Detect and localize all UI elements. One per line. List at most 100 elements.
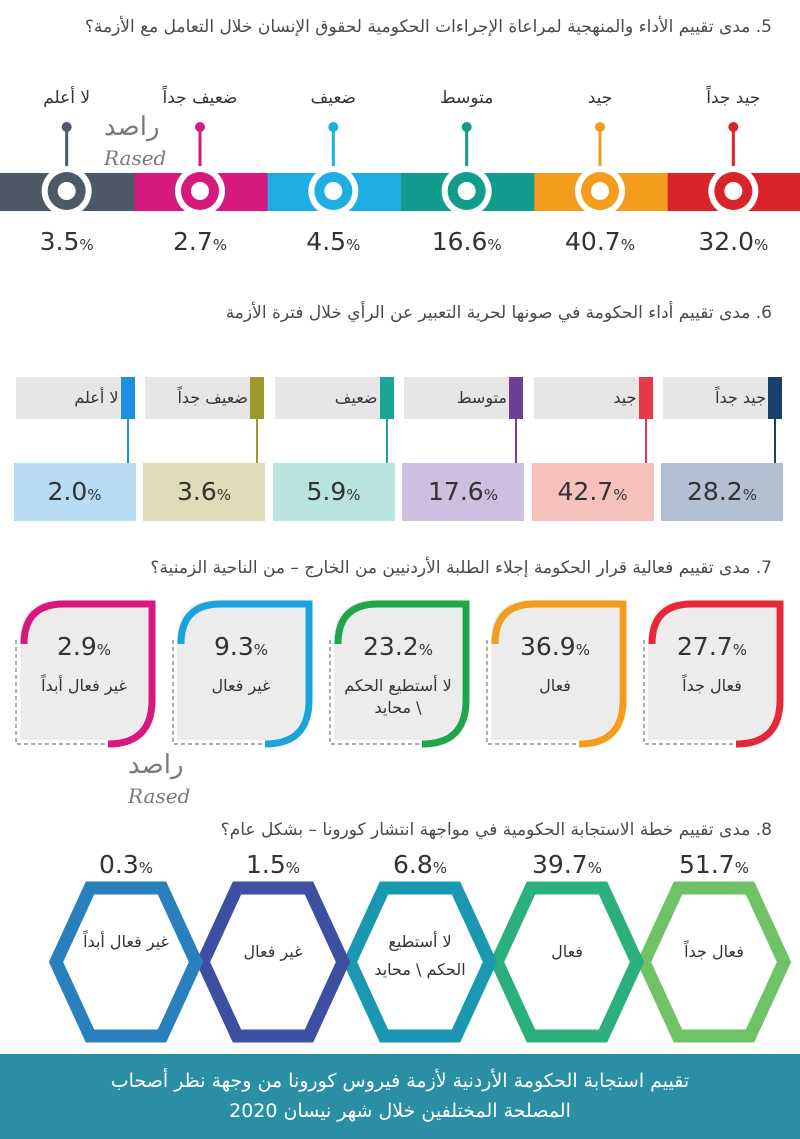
percent-sign: % — [487, 236, 502, 254]
q7-card — [177, 600, 305, 740]
q5-ring-inner — [457, 182, 476, 200]
q7-colored-border — [20, 600, 156, 748]
percent-sign: % — [754, 236, 769, 254]
q8-label: غير فعال — [243, 942, 303, 961]
percent-sign: % — [79, 236, 94, 254]
q7-card — [648, 600, 776, 740]
percent-sign: % — [620, 236, 635, 254]
q5-dot — [61, 122, 72, 132]
rased-watermark-arabic-2: راصد — [128, 750, 184, 780]
q5-ring-inner — [724, 182, 743, 200]
q5-label: جيد جداً — [706, 88, 761, 108]
percent-sign: % — [418, 641, 433, 659]
q6-connector-line — [774, 419, 776, 464]
footer-line-2: المصلحة المختلفين خلال شهر نيسان 2020 — [229, 1100, 571, 1122]
q5-value: 2.7% — [172, 227, 227, 256]
q6-color-tag — [120, 377, 135, 419]
q5-value: 40.7% — [565, 227, 635, 256]
q8-value: 1.5% — [245, 850, 301, 879]
q7-colored-border — [648, 600, 784, 748]
q7-label: غير فعال — [211, 676, 271, 695]
q6-value-box: 42.7% — [531, 463, 654, 521]
q8-value: 0.3% — [98, 850, 154, 879]
percent-sign: % — [732, 641, 747, 659]
q5-value: 16.6% — [431, 227, 502, 256]
percent-sign: % — [87, 486, 102, 504]
q6-label-box: جيد — [533, 377, 649, 419]
percent-sign: % — [346, 486, 361, 504]
q6-label-box: ضعيف — [274, 377, 390, 419]
q6-label-box: ضعيف جداً — [145, 377, 260, 419]
q6-title: 6. مدى تقييم أداء الحكومة في صونها لحرية… — [225, 303, 772, 323]
q8-value: 39.7% — [532, 850, 602, 879]
q7-label: فعال جداً — [682, 676, 742, 695]
q6-value-box: 28.2% — [661, 463, 783, 521]
rased-watermark-arabic: راصد — [104, 112, 160, 142]
percent-sign: % — [285, 859, 301, 877]
q6-value-box: 2.0% — [13, 463, 136, 521]
q5-value: 4.5% — [306, 227, 361, 256]
q5-label: ضعيف — [310, 88, 356, 108]
q5-dot — [328, 122, 339, 132]
q5-dot — [461, 122, 472, 132]
q8-hexagon — [48, 881, 204, 1043]
q5-label: متوسط — [439, 88, 494, 108]
q5-label: جيد — [587, 88, 613, 108]
q7-value: 27.7% — [677, 632, 747, 661]
q8-value: 51.7% — [679, 850, 749, 879]
q7-colored-border — [334, 600, 470, 748]
q5-value: 3.5% — [39, 227, 94, 256]
q5-label: لا أعلم — [43, 88, 91, 108]
footer-line-1: تقييم استجابة الحكومة الأردنية لأزمة فير… — [110, 1070, 690, 1092]
q7-value: 9.3% — [213, 632, 269, 661]
q7-card — [334, 600, 462, 740]
percent-sign: % — [613, 486, 628, 504]
q5-ring-inner — [191, 182, 209, 200]
q6-value-box: 3.6% — [143, 463, 265, 521]
q6-value-box: 17.6% — [402, 463, 524, 521]
q7-card — [20, 600, 148, 740]
q7-value: 36.9% — [520, 632, 590, 661]
q8-value: 6.8% — [392, 850, 448, 879]
percent-sign: % — [587, 859, 602, 877]
q7-value: 23.2% — [363, 632, 433, 661]
q7-label: غير فعال أبداً — [41, 676, 127, 695]
q5-ring-inner — [57, 182, 76, 200]
percent-sign: % — [216, 486, 232, 504]
q8-label: فعال — [551, 942, 583, 961]
percent-sign: % — [734, 859, 749, 877]
q7-value: 2.9% — [56, 632, 112, 661]
percent-sign: % — [96, 641, 112, 659]
percent-sign: % — [483, 486, 498, 504]
footer-banner: تقييم استجابة الحكومة الأردنية لأزمة فير… — [0, 1054, 800, 1139]
rased-watermark-english: Rased — [104, 146, 167, 170]
q6-value-box: 5.9% — [272, 463, 395, 521]
percent-sign: % — [138, 859, 154, 877]
q8-label: لا أستطيع الحكم \ محايد — [374, 932, 466, 979]
rased-watermark-english-2: Rased — [128, 784, 191, 808]
q6-color-tag — [638, 377, 653, 419]
q8-label: فعال جداً — [684, 942, 744, 961]
q6-color-tag — [509, 377, 523, 419]
q7-card — [491, 600, 619, 740]
q8-label: غير فعال أبداً — [83, 932, 169, 951]
q6-connector-line — [515, 419, 517, 464]
q7-svg — [15, 600, 784, 748]
q6-color-tag — [379, 377, 394, 419]
q7-colored-border — [177, 600, 313, 748]
percent-sign: % — [432, 859, 448, 877]
q5-title: 5. مدى تقييم الأداء والمنهجية لمراعاة ال… — [84, 17, 772, 37]
q6-connector-line — [126, 419, 129, 464]
q6-color-tag — [768, 377, 782, 419]
q6-label-box: لا أعلم — [15, 377, 131, 419]
q5-dot — [595, 122, 605, 132]
q7-label: فعال — [539, 676, 571, 695]
q6-connector-line — [256, 419, 258, 464]
q6-color-tag — [250, 377, 264, 419]
q5-dot — [728, 122, 739, 132]
q7-colored-border — [491, 600, 627, 748]
percent-sign: % — [742, 486, 757, 504]
q5-svg — [0, 122, 800, 216]
q5-value: 32.0% — [698, 227, 769, 256]
